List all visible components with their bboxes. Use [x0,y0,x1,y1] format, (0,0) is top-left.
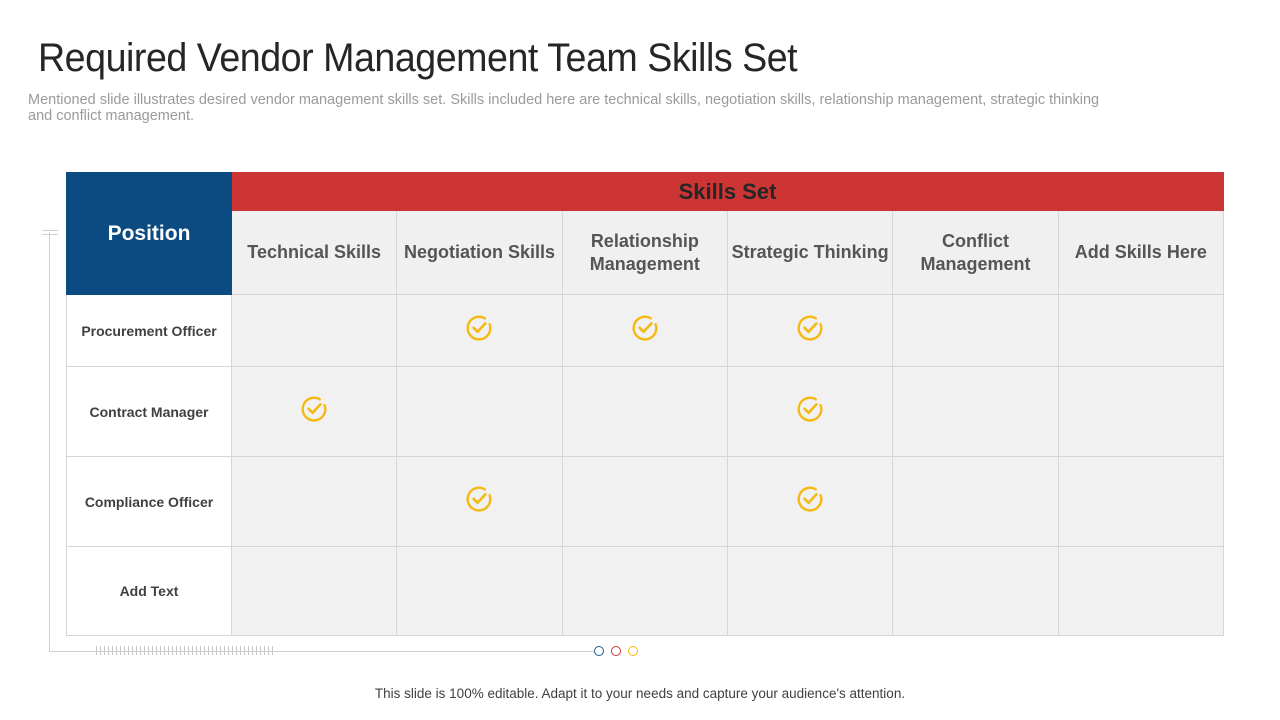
skills-matrix-table: Position Skills Set Technical Skills Nego… [66,172,1225,636]
skill-cell [892,546,1059,636]
table-row: Add Text [66,546,1225,636]
decorative-dot-red [611,646,621,656]
skill-cell [396,456,563,547]
table-row: Compliance Officer [66,456,1225,547]
table-row: Procurement Officer [66,294,1225,367]
row-label: Add Text [66,546,232,636]
slide-title: Required Vendor Management Team Skills S… [38,36,798,80]
decorative-ruler [96,646,274,655]
check-circle-icon [465,314,493,342]
check-circle-icon [465,485,493,513]
check-circle-icon [796,314,824,342]
skill-cell [230,456,398,547]
decorative-dot-blue [594,646,604,656]
skill-cell [1057,456,1225,547]
check-circle-icon [796,485,824,513]
column-header: Strategic Thinking [726,210,894,295]
row-label: Compliance Officer [66,456,232,547]
table-row: Contract Manager [66,366,1225,457]
check-circle-icon [300,395,328,423]
skill-cell [1057,294,1225,367]
skill-cell [892,294,1059,367]
column-header: Conflict Management [892,210,1059,295]
row-label: Procurement Officer [66,294,232,367]
skill-cell [396,294,563,367]
skill-cell [726,456,894,547]
skill-cell [396,546,563,636]
decorative-horizontal-line [49,651,595,652]
skill-cell [892,366,1059,457]
column-header: Negotiation Skills [396,210,563,295]
check-circle-icon [631,314,659,342]
skill-cell [726,546,894,636]
column-header: Relationship Management [561,210,728,295]
column-header: Technical Skills [230,210,398,295]
slide-subtitle: Mentioned slide illustrates desired vend… [28,92,1100,124]
skill-cell [230,294,398,367]
skill-cell [561,546,728,636]
skill-cell [726,366,894,457]
skill-cell [1057,366,1225,457]
skill-cell [230,366,398,457]
skill-cell [561,456,728,547]
column-header: Add Skills Here [1057,210,1225,295]
skill-cell [561,294,728,367]
skill-cell [1057,546,1225,636]
slide-footer: This slide is 100% editable. Adapt it to… [374,686,906,701]
row-label: Contract Manager [66,366,232,457]
skill-cell [892,456,1059,547]
decorative-vertical-line [49,232,50,652]
skill-cell [726,294,894,367]
skill-cell [230,546,398,636]
decorative-dot-yellow [628,646,638,656]
skill-cell [396,366,563,457]
skill-cell [561,366,728,457]
skills-set-header: Skills Set [231,172,1224,211]
check-circle-icon [796,395,824,423]
position-header: Position [66,172,232,295]
decorative-tick [42,230,58,235]
